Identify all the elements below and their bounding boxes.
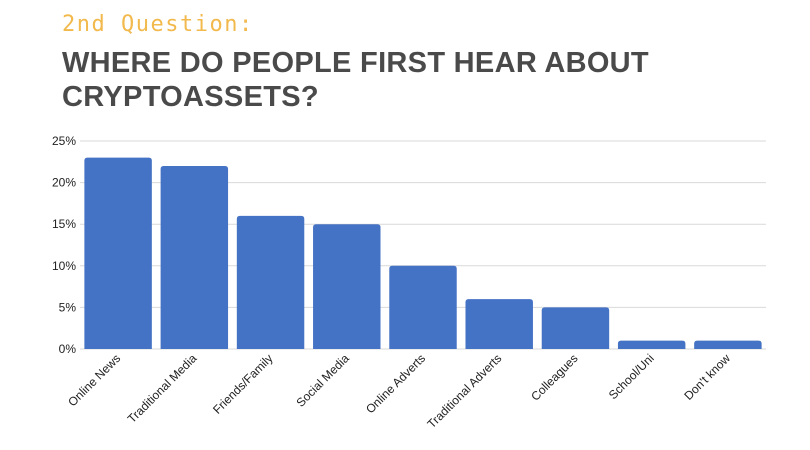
y-tick-label: 10% bbox=[52, 259, 76, 273]
x-tick-label: Don't know bbox=[681, 351, 733, 403]
x-tick-label: Colleagues bbox=[528, 351, 580, 403]
y-tick-label: 20% bbox=[52, 176, 76, 190]
x-tick-label: Online News bbox=[65, 351, 123, 409]
x-tick-label: Traditional Media bbox=[125, 351, 200, 426]
bar-online-adverts bbox=[389, 265, 457, 349]
bar-don-t-know bbox=[694, 340, 762, 349]
y-tick-label: 15% bbox=[52, 217, 76, 231]
x-tick-label: Friends/Family bbox=[210, 351, 276, 417]
x-tick-label: Online Adverts bbox=[363, 351, 428, 416]
x-tick-label: Social Media bbox=[293, 351, 352, 410]
y-axis-ticks: 0% 5% 10% 15% 20% 25% bbox=[52, 134, 76, 356]
chart-title: WHERE DO PEOPLE FIRST HEAR ABOUT CRYPTOA… bbox=[62, 47, 649, 113]
bars bbox=[84, 157, 762, 349]
bar-friends-family bbox=[236, 215, 305, 349]
x-tick-label: Traditional Adverts bbox=[424, 351, 504, 431]
bar-social-media bbox=[313, 224, 381, 349]
x-tick-label: School/Uni bbox=[606, 351, 657, 402]
bar-school-uni bbox=[617, 340, 686, 349]
bar-traditional-media bbox=[160, 165, 229, 349]
y-tick-label: 5% bbox=[59, 300, 77, 314]
bar-colleagues bbox=[541, 307, 610, 349]
x-axis-ticks: Online News Traditional Media Friends/Fami… bbox=[65, 351, 733, 431]
y-tick-label: 0% bbox=[59, 342, 77, 356]
bar-online-news bbox=[84, 157, 152, 349]
y-tick-label: 25% bbox=[52, 134, 76, 148]
chart-subtitle: 2nd Question: bbox=[62, 12, 254, 37]
bar-traditional-adverts bbox=[465, 299, 533, 349]
